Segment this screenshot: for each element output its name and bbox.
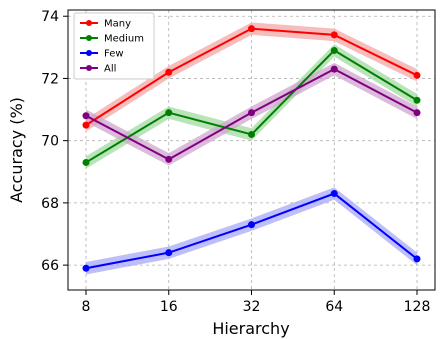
point-many bbox=[248, 25, 255, 33]
y-tick-label: 68 bbox=[41, 196, 59, 212]
y-tick-label: 72 bbox=[41, 71, 59, 87]
series-points bbox=[82, 25, 421, 272]
legend-label: Few bbox=[104, 49, 124, 60]
legend-label: Many bbox=[104, 19, 131, 30]
point-all bbox=[248, 109, 255, 117]
point-many bbox=[165, 68, 173, 76]
point-many bbox=[82, 121, 90, 129]
legend-marker bbox=[86, 20, 92, 26]
y-axis-ticks: 66 68 70 72 74 bbox=[41, 9, 68, 274]
y-tick-label: 66 bbox=[41, 258, 59, 274]
point-many bbox=[413, 71, 421, 79]
point-medium bbox=[82, 158, 90, 166]
point-medium bbox=[165, 109, 173, 117]
legend-label: Medium bbox=[104, 34, 144, 45]
point-all bbox=[165, 155, 173, 163]
x-axis-title: Hierarchy bbox=[212, 319, 289, 338]
legend-marker bbox=[86, 35, 92, 41]
x-tick-label: 64 bbox=[325, 299, 343, 315]
y-tick-label: 70 bbox=[41, 134, 59, 150]
point-few bbox=[413, 255, 421, 263]
legend: Many Medium Few All bbox=[73, 12, 155, 80]
point-all bbox=[82, 112, 90, 120]
x-tick-label: 128 bbox=[404, 299, 431, 315]
legend-label: All bbox=[104, 64, 116, 75]
point-few bbox=[330, 190, 338, 198]
y-axis-title: Accuracy (%) bbox=[7, 97, 26, 203]
point-medium bbox=[248, 130, 255, 138]
x-tick-label: 8 bbox=[82, 299, 91, 315]
legend-marker bbox=[86, 65, 92, 71]
point-many bbox=[330, 31, 338, 39]
point-all bbox=[330, 65, 338, 73]
point-few bbox=[165, 249, 173, 257]
point-medium bbox=[330, 46, 338, 54]
legend-box bbox=[73, 12, 155, 80]
legend-marker bbox=[86, 50, 92, 56]
point-all bbox=[413, 109, 421, 117]
point-few bbox=[248, 221, 255, 229]
point-medium bbox=[413, 96, 421, 104]
x-axis-ticks: 8 16 32 64 128 bbox=[82, 290, 431, 315]
x-tick-label: 32 bbox=[243, 299, 261, 315]
point-few bbox=[82, 264, 90, 272]
x-tick-label: 16 bbox=[160, 299, 178, 315]
y-tick-label: 74 bbox=[41, 9, 59, 25]
